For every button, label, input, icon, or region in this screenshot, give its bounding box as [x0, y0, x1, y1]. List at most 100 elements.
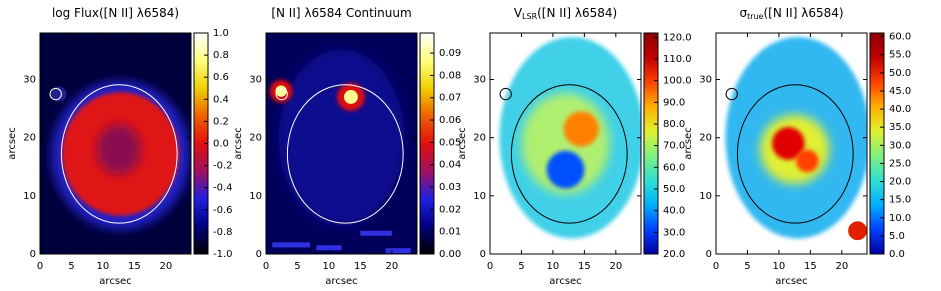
colorbar-tick-label: -0.2 — [213, 161, 233, 172]
y-tick-label: 0 — [706, 249, 712, 260]
colorbar-tick-label: 70.0 — [663, 141, 685, 152]
map-image — [266, 33, 417, 254]
colorbar-tick-label: 0.0 — [213, 139, 229, 150]
x-tick-label: 20 — [609, 261, 622, 272]
x-tick-label: 5 — [294, 261, 300, 272]
title-part: ([N II] λ6584) — [763, 6, 843, 20]
title-part: ([N II] λ6584) — [537, 6, 617, 20]
map-blue — [546, 150, 585, 189]
x-tick-label: 5 — [518, 261, 524, 272]
colorbar-tick-label: 25.0 — [889, 158, 911, 169]
y-tick-label: 20 — [699, 133, 712, 144]
x-tick-label: 10 — [773, 261, 786, 272]
x-tick-label: 0 — [713, 261, 719, 272]
colorbar-tick-label: 50.0 — [889, 68, 911, 79]
colorbar-tick-label: -0.4 — [213, 183, 233, 194]
map-noise — [385, 248, 411, 254]
colorbar-tick-label: 20.0 — [663, 249, 685, 260]
x-axis-label: arcsec — [549, 276, 581, 287]
contour — [275, 87, 288, 101]
contour — [49, 87, 62, 101]
x-tick-label: 5 — [744, 261, 750, 272]
map-core — [96, 124, 141, 175]
x-tick-label: 0 — [263, 261, 269, 272]
y-tick-label: 0 — [256, 249, 262, 260]
colorbar-tick-label: 30.0 — [663, 227, 685, 238]
x-tick-label: 20 — [159, 261, 172, 272]
y-tick-label: 10 — [249, 191, 262, 202]
colorbar-tick-label: 20.0 — [889, 177, 911, 188]
colorbar-tick-label: 0.01 — [439, 227, 461, 238]
colorbar-tick-label: 90.0 — [663, 97, 685, 108]
colorbar-tick-label: 10.0 — [889, 213, 911, 224]
map-spot — [51, 86, 67, 102]
colorbar-tick-label: 0.03 — [439, 182, 461, 193]
map-image — [40, 33, 191, 254]
title-part: V — [514, 6, 523, 20]
contour — [60, 84, 178, 224]
y-tick-label: 0 — [480, 249, 486, 260]
colorbar-tick-label: 110.0 — [663, 54, 692, 65]
colorbar-tick-label: 40.0 — [663, 206, 685, 217]
colorbar — [419, 32, 435, 255]
y-tick-label: 30 — [249, 75, 262, 86]
y-tick-label: 30 — [473, 75, 486, 86]
colorbar-tick-label: 45.0 — [889, 86, 911, 97]
x-tick-label: 0 — [37, 261, 43, 272]
colorbar-tick-label: 0.05 — [439, 137, 461, 148]
map-red2 — [795, 149, 819, 173]
colorbar-tick-label: 80.0 — [663, 119, 685, 130]
colorbar-tick-label: -0.6 — [213, 205, 233, 216]
colorbar-tick-label: 50.0 — [663, 184, 685, 195]
colorbar-tick-label: 0.06 — [439, 115, 461, 126]
panel: VLSR([N II] λ6584) 0 5 10 15 20 0 10 20 30 arcsec a… — [457, 6, 692, 288]
colorbar-tick-label: 0.08 — [439, 70, 461, 81]
colorbar-tick-label: 0.8 — [213, 50, 229, 61]
x-tick-label: 10 — [97, 261, 110, 272]
chart-title: σtrue([N II] λ6584) — [739, 6, 843, 21]
title-part: log Flux([N II] λ6584) — [52, 6, 179, 20]
map-noise — [272, 242, 311, 248]
axes-frame — [265, 32, 418, 255]
y-tick-label: 30 — [699, 75, 712, 86]
y-axis-label: arcsec — [457, 127, 468, 159]
panel: σtrue([N II] λ6584) 0 5 10 15 20 0 10 20 30 arcsec… — [683, 6, 911, 288]
x-tick-label: 20 — [385, 261, 398, 272]
y-axis-label: arcsec — [7, 127, 18, 159]
title-part: true — [747, 12, 763, 21]
colorbar-tick-label: 30.0 — [889, 140, 911, 151]
map-noise — [360, 230, 392, 236]
chart-title: VLSR([N II] λ6584) — [514, 6, 617, 21]
y-tick-label: 10 — [23, 191, 36, 202]
colorbar-tick-label: -0.8 — [213, 227, 233, 238]
panel: log Flux([N II] λ6584) 0 5 10 15 20 0 10 20 30 arc… — [7, 6, 233, 288]
title-part: σ — [739, 6, 747, 20]
contour — [499, 87, 512, 101]
title-part: LSR — [522, 12, 538, 21]
x-axis-label: arcsec — [325, 276, 357, 287]
colorbar-tick-label: 60.0 — [663, 162, 685, 173]
contour — [510, 84, 628, 224]
y-tick-label: 20 — [249, 133, 262, 144]
colorbar-tick-label: 40.0 — [889, 104, 911, 115]
colorbar-tick-label: 1.0 — [213, 28, 229, 39]
chart-title: [N II] λ6584 Continuum — [271, 6, 411, 20]
title-part: [N II] λ6584 Continuum — [271, 6, 411, 20]
x-axis-label: arcsec — [99, 276, 131, 287]
map-image — [490, 33, 641, 254]
chart-title: log Flux([N II] λ6584) — [52, 6, 179, 20]
colorbar-tick-label: 0.00 — [439, 249, 461, 260]
colorbar-tick-label: -1.0 — [213, 249, 233, 260]
x-tick-label: 15 — [354, 261, 367, 272]
axes-frame — [489, 32, 642, 255]
colorbar-tick-label: 0.07 — [439, 93, 461, 104]
y-tick-label: 10 — [699, 191, 712, 202]
y-tick-label: 0 — [30, 249, 36, 260]
colorbar-tick-label: 0.2 — [213, 116, 229, 127]
colorbar-tick-label: 0.02 — [439, 204, 461, 215]
y-axis-label: arcsec — [233, 127, 244, 159]
colorbar-tick-label: 100.0 — [663, 76, 692, 87]
x-axis-label: arcsec — [775, 276, 807, 287]
y-tick-label: 30 — [23, 75, 36, 86]
